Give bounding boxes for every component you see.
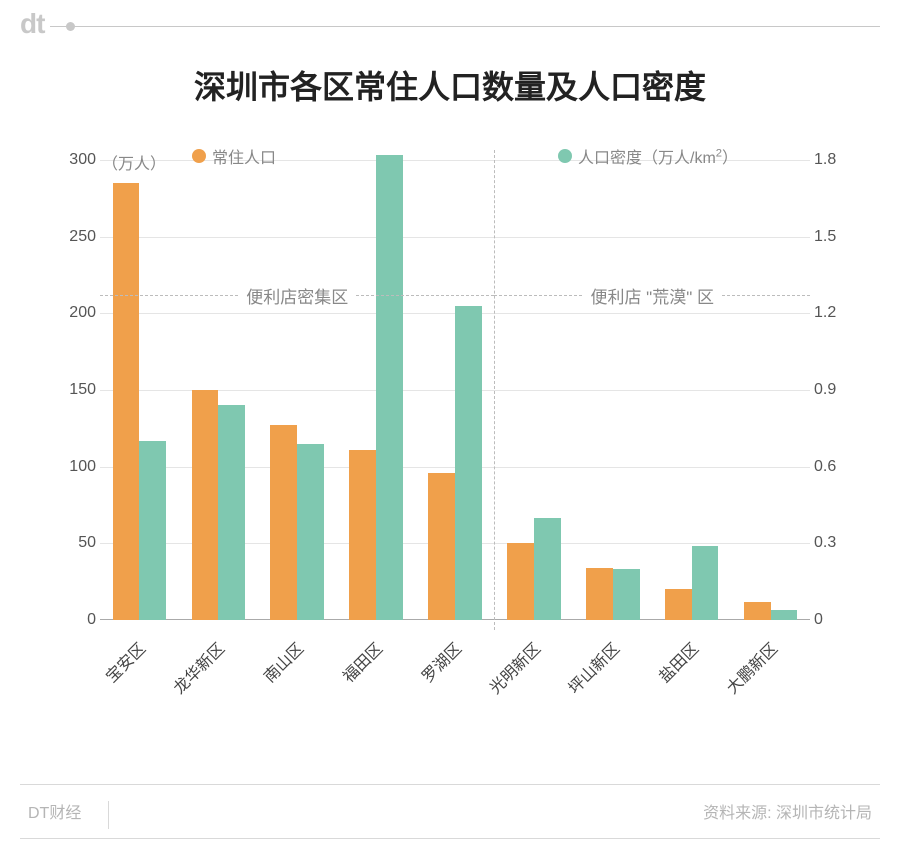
- y-left-tick: 0: [58, 611, 96, 629]
- bar-density: [139, 441, 166, 620]
- y-right-tick: 0: [814, 611, 850, 629]
- y-left-tick: 50: [58, 534, 96, 552]
- legend-label-population: 常住人口: [212, 144, 276, 168]
- y-left-tick: 250: [58, 228, 96, 246]
- bar-density: [534, 518, 561, 620]
- bar-density: [376, 155, 403, 620]
- y-left-tick: 150: [58, 381, 96, 399]
- x-axis-label: 光明新区: [483, 636, 545, 698]
- bar-population: [428, 473, 455, 620]
- footer-rule-bottom: [20, 838, 880, 839]
- bar-density: [218, 405, 245, 620]
- x-axis-label: 南山区: [257, 636, 308, 687]
- bar-population: [665, 589, 692, 620]
- anno-dash: [356, 295, 494, 296]
- chart-title: 深圳市各区常住人口数量及人口密度: [0, 62, 900, 108]
- bar-population: [586, 568, 613, 620]
- y-right-tick: 0.6: [814, 458, 850, 476]
- annotation-left-region: 便利店密集区: [100, 283, 494, 308]
- bar-density: [455, 306, 482, 620]
- legend-dot-density: [558, 149, 572, 163]
- dt-logo: dt: [20, 8, 50, 40]
- legend-label-density: 人口密度（万人/km2）: [578, 144, 738, 168]
- footer-rule-top: [20, 784, 880, 785]
- bar-density: [692, 546, 719, 620]
- bar-population: [270, 425, 297, 620]
- bar-population: [192, 390, 219, 620]
- x-axis-label: 龙华新区: [167, 636, 229, 698]
- plot-area: 05010015020025030000.30.60.91.21.51.8（万人…: [100, 160, 810, 620]
- x-axis-label: 宝安区: [99, 636, 150, 687]
- y-left-tick: 200: [58, 304, 96, 322]
- bar-density: [613, 569, 640, 620]
- footer-separator: [108, 801, 109, 829]
- bar-population: [349, 450, 376, 620]
- region-divider: [494, 150, 495, 630]
- y-left-tick: 100: [58, 458, 96, 476]
- x-axis-label: 大鹏新区: [719, 636, 781, 698]
- footer-source: 资料来源: 深圳市统计局: [703, 799, 872, 823]
- x-axis-label: 罗湖区: [415, 636, 466, 687]
- y-right-tick: 1.8: [814, 151, 850, 169]
- anno-dash: [100, 295, 238, 296]
- y-left-unit: （万人）: [102, 150, 166, 174]
- legend-density: 人口密度（万人/km2）: [558, 144, 738, 168]
- x-axis-label: 盐田区: [652, 636, 703, 687]
- annotation-right-region: 便利店 "荒漠" 区: [494, 283, 810, 308]
- y-right-tick: 0.9: [814, 381, 850, 399]
- legend-dot-population: [192, 149, 206, 163]
- bar-density: [771, 610, 798, 620]
- header-dot: [66, 22, 75, 31]
- anno-dash: [722, 295, 810, 296]
- x-axis-label: 福田区: [336, 636, 387, 687]
- legend-population: 常住人口: [192, 144, 276, 168]
- x-axis-label: 坪山新区: [561, 636, 623, 698]
- grid-line: [100, 237, 810, 238]
- bar-density: [297, 444, 324, 620]
- y-right-tick: 1.2: [814, 304, 850, 322]
- anno-dash: [494, 295, 582, 296]
- chart: 05010015020025030000.30.60.91.21.51.8（万人…: [60, 160, 850, 690]
- anno-left-text: 便利店密集区: [246, 283, 348, 308]
- bar-population: [113, 183, 140, 620]
- y-left-tick: 300: [58, 151, 96, 169]
- header-rule: [20, 26, 880, 27]
- footer-brand: DT财经: [28, 799, 81, 823]
- y-right-tick: 0.3: [814, 534, 850, 552]
- y-right-tick: 1.5: [814, 228, 850, 246]
- bar-population: [744, 602, 771, 620]
- anno-right-text: 便利店 "荒漠" 区: [590, 283, 714, 308]
- bar-population: [507, 543, 534, 620]
